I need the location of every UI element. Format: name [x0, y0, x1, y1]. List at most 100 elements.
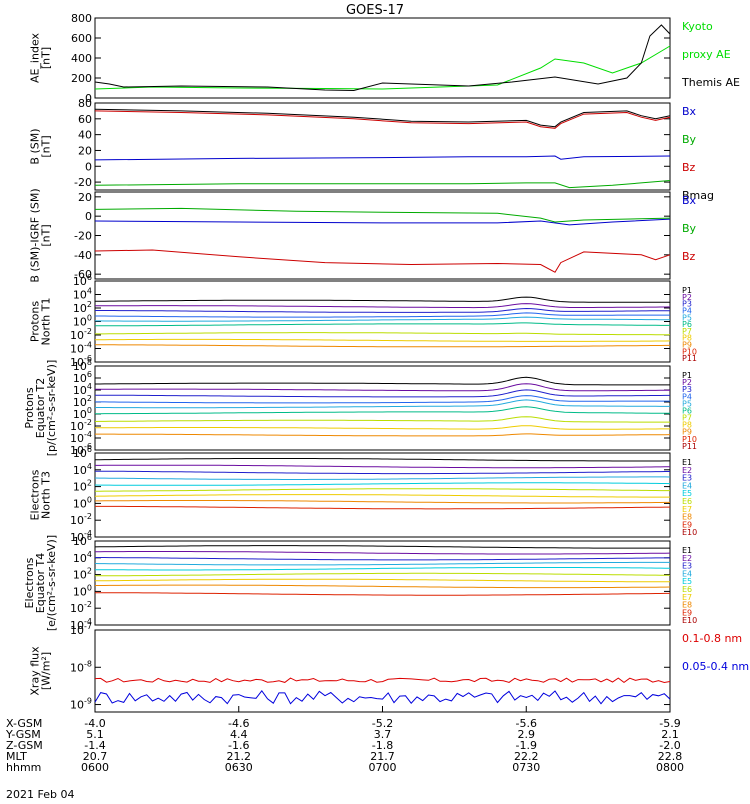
series-line: [94, 677, 671, 684]
x-row-value: -5.2: [372, 717, 393, 730]
series-line: [95, 389, 670, 398]
legend-entry: P6: [682, 320, 692, 329]
series-line: [95, 578, 670, 583]
y-tick-label: 100: [73, 583, 92, 598]
series-line: [95, 344, 670, 348]
series-line: [94, 108, 671, 128]
legend-entry: P10: [682, 347, 697, 356]
y-tick-label: 20: [78, 144, 92, 157]
panel-xray: 10-7 10-8 10-9 Xray flux[W/m²] 0.1-0.8 nm 0.0…: [29, 622, 749, 713]
series-line: [95, 332, 670, 336]
x-row-label: X-GSM: [6, 717, 42, 730]
x-row-value: -1.4: [84, 739, 105, 752]
y-tick-label: -60: [74, 268, 92, 281]
x-row-value: -1.6: [228, 739, 249, 752]
legend-entry: By: [682, 222, 697, 235]
date-label: 2021 Feb 04: [6, 788, 74, 800]
x-row-value: -4.6: [228, 717, 249, 730]
panel-frame: [94, 102, 671, 191]
x-row-value: 20.7: [83, 750, 108, 763]
series-line: [95, 425, 670, 430]
panel-frame: [94, 629, 671, 713]
y-tick-label: 102: [73, 394, 92, 409]
series-line: [94, 249, 671, 273]
series-line: [95, 322, 670, 327]
panel-pe: 10810610410210010-210-410-6ProtonsEquato…: [23, 358, 697, 457]
x-row-label: Z-GSM: [6, 739, 43, 752]
legend-entry: E5: [682, 577, 692, 586]
series-line: [95, 592, 670, 596]
x-row-value: 2.1: [661, 728, 679, 741]
legend-entry: E9: [682, 520, 692, 529]
series-line: [95, 551, 671, 555]
legend-entry: E3: [682, 562, 692, 571]
series-line: [95, 458, 670, 462]
series-line: [94, 45, 671, 90]
y-tick-label: -20: [74, 230, 92, 243]
y-tick-label: 10-6: [70, 354, 92, 369]
y-tick-label: 100: [73, 314, 92, 329]
series-line: [94, 482, 671, 486]
panel-frame: [94, 191, 671, 280]
series-line: [94, 476, 671, 480]
legend-entry: E10: [682, 616, 697, 625]
legend-entry: E1: [682, 458, 692, 467]
y-axis-label: Xray flux[W/m²]: [29, 646, 53, 696]
legend-entry: P8: [682, 421, 692, 430]
y-tick-label: 10-6: [70, 442, 92, 457]
legend-entry: P2: [682, 378, 692, 387]
legend-entry: E7: [682, 505, 692, 514]
y-tick-label: 40: [78, 129, 92, 142]
legend-entry: Themis AE: [681, 76, 740, 89]
series-line: [95, 376, 670, 386]
series-line: [95, 395, 670, 404]
x-row-value: 5.1: [86, 728, 104, 741]
y-tick-label: 104: [73, 287, 92, 302]
y-tick-label: 106: [73, 370, 92, 385]
series-line: [94, 561, 670, 566]
series-line: [95, 399, 670, 409]
series-line: [94, 494, 670, 498]
y-tick-label: 80: [78, 97, 92, 110]
series-line: [95, 505, 670, 510]
legend-entry: E2: [682, 466, 692, 475]
x-row-value: 21.2: [227, 750, 252, 763]
legend-entry: P4: [682, 306, 692, 315]
series-line: [94, 180, 671, 189]
legend-entry: proxy AE: [682, 48, 731, 61]
legend-entry: P6: [682, 406, 692, 415]
legend-entry: E5: [682, 489, 692, 498]
series-line: [95, 488, 670, 492]
legend-entry: E3: [682, 474, 692, 483]
legend-entry: P3: [682, 385, 692, 394]
legend-entry: Bx: [682, 105, 697, 118]
legend-entry: P9: [682, 428, 692, 437]
series-line: [94, 24, 671, 92]
chart-title: GOES-17: [346, 3, 404, 18]
legend-entry: E4: [682, 481, 692, 490]
series-line: [94, 296, 670, 303]
y-tick-label: 20: [78, 191, 92, 204]
series-line: [95, 312, 670, 318]
y-tick-label: 102: [73, 300, 92, 315]
y-tick-label: 106: [73, 533, 92, 548]
x-row-value: 0700: [369, 761, 397, 774]
x-row-value: 22.8: [658, 750, 683, 763]
legend-entry: Bx: [682, 194, 697, 207]
series-line: [95, 383, 670, 392]
y-axis-label: B (SM)-IGRF (SM)[nT]: [29, 188, 53, 282]
legend-entry: 0.1-0.8 nm: [682, 632, 742, 645]
legend-entry: E6: [682, 585, 692, 594]
series-line: [95, 567, 670, 571]
y-tick-label: 106: [73, 273, 92, 288]
y-tick-label: -20: [74, 176, 92, 189]
y-tick-label: 104: [73, 550, 92, 565]
y-tick-label: 800: [71, 12, 92, 25]
x-row-label: hhmm: [6, 761, 41, 774]
series-line: [95, 303, 671, 309]
series-line: [94, 689, 671, 705]
y-tick-label: 102: [73, 567, 92, 582]
series-line: [95, 307, 670, 313]
